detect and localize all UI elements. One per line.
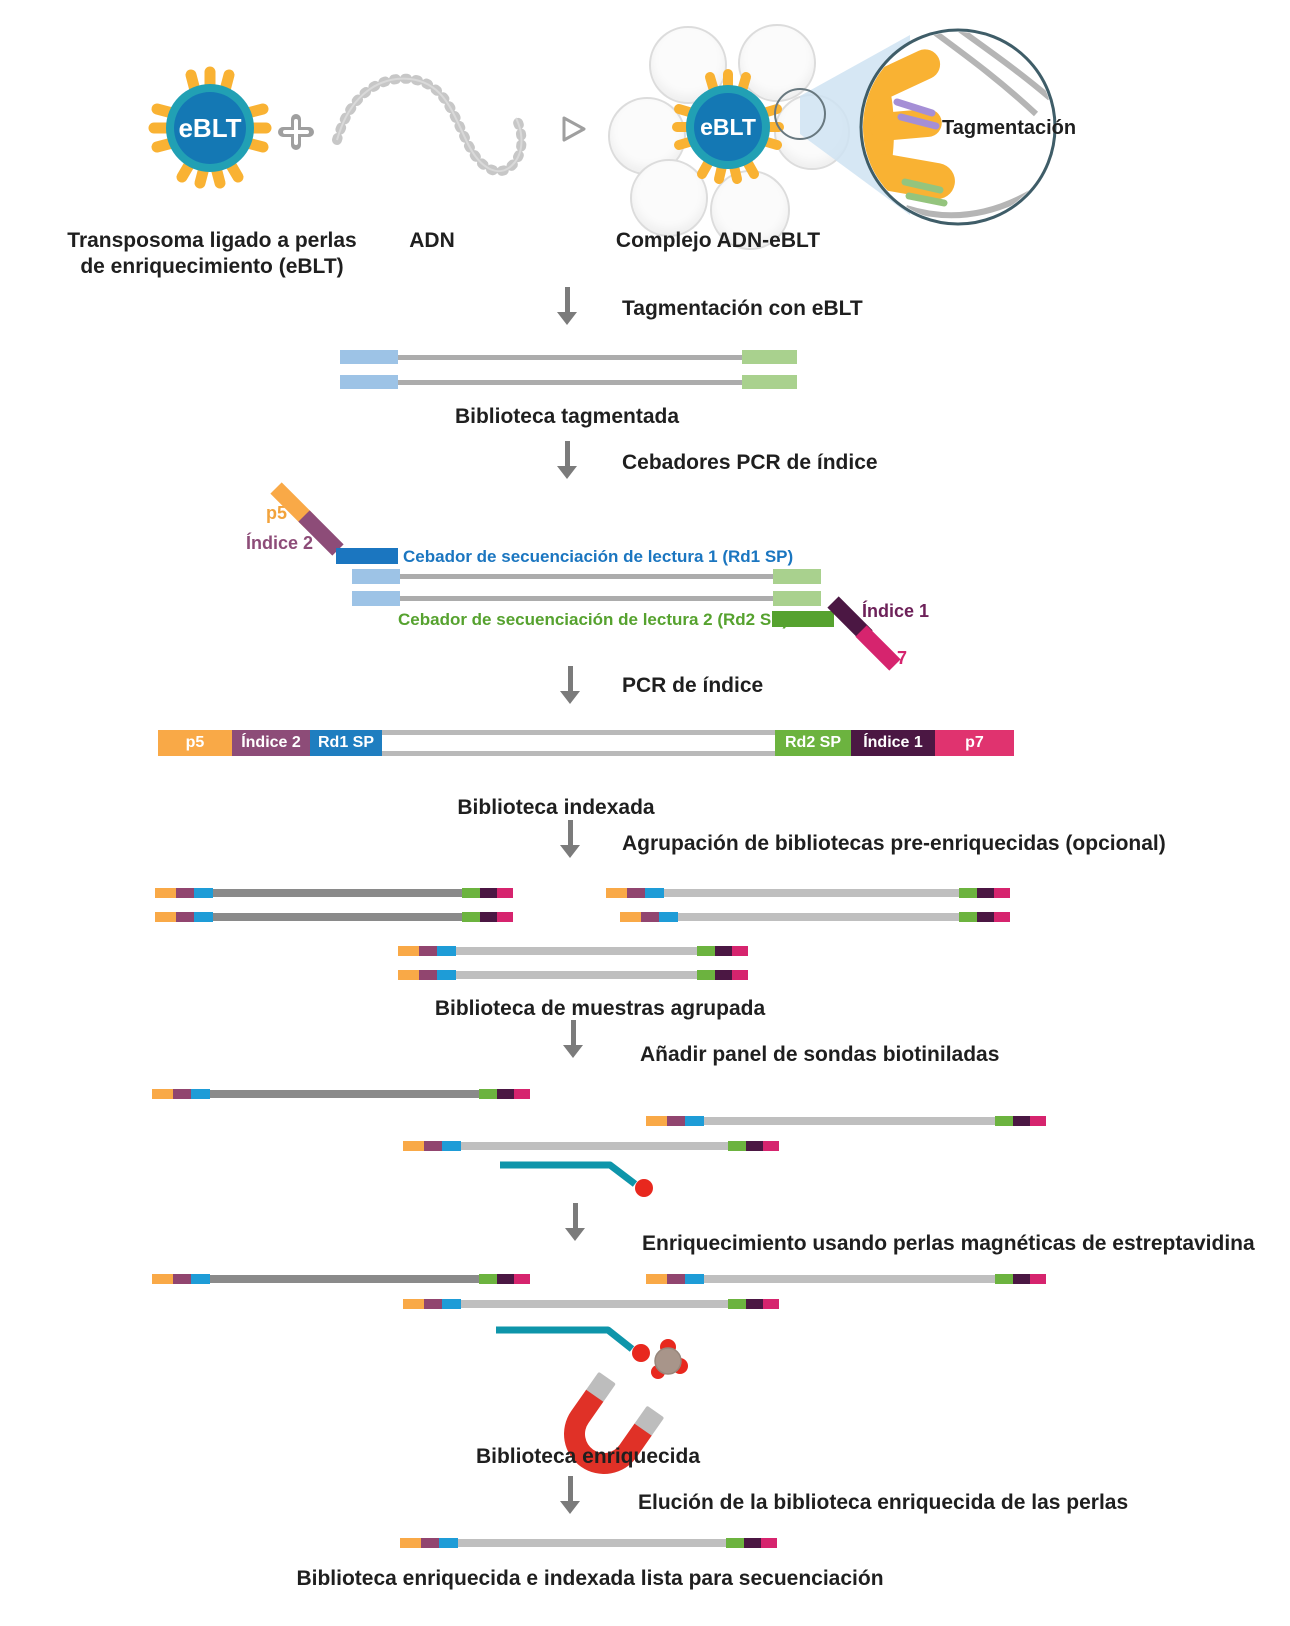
library-fragment [155,888,513,898]
eblt-bead-label: eBLT [178,113,241,143]
adapter-mark-purple [893,98,940,130]
library-fragment [646,1116,1046,1126]
rd2-adapter-block [772,611,834,627]
down-arrow-icon [560,820,580,858]
dna-bubble [630,159,708,237]
magnet-icon [564,1372,664,1474]
tagmentation-detail-circle [859,28,1057,226]
dna-caption: ADN [409,229,455,252]
library-strand-row [352,591,821,606]
caption-final-library: Biblioteca enriquecida e indexada lista … [296,1567,884,1590]
biotin-dot [635,1179,653,1197]
segment-insert [382,730,775,756]
adapter-mark-green [901,178,948,207]
library-fragment [152,1089,530,1099]
rd1-adapter-block [336,548,398,564]
transposome-caption: Transposoma ligado a perlas de enriqueci… [67,228,356,279]
step-label-pcr: PCR de índice [622,674,764,697]
step-label-elution: Elución de la biblioteca enriquecida de … [638,1491,1129,1514]
segment-rd2: Rd2 SP [775,730,851,756]
complex-caption: Complejo ADN-eBLT [615,229,821,252]
eblt-bead-icon: eBLT [148,66,272,189]
step-label-primers: Cebadores PCR de índice [622,451,878,474]
down-arrow-icon [565,1203,585,1241]
adapter-green [742,350,797,364]
down-arrow-icon [563,1020,583,1058]
read2-primer-label: Cebador de secuenciación de lectura 2 (R… [398,610,789,629]
streptavidin-bead-icon [654,1347,682,1375]
step-label-probes: Añadir panel de sondas biotiniladas [640,1043,1000,1066]
index1-label: Índice 1 [862,601,930,621]
library-fragment-final [400,1538,777,1548]
library-fragment [646,1274,1046,1284]
adapter-blue [340,350,398,364]
complex-eblt-bead-icon: eBLT [672,69,784,184]
caption-pooled-library: Biblioteca de muestras agrupada [434,997,766,1020]
segment-p5: p5 [158,730,232,756]
down-arrow-icon [560,1476,580,1514]
library-fragment [403,1141,779,1151]
segment-index2: Índice 2 [232,730,310,756]
p7-label: p7 [886,648,908,668]
library-fragment [152,1274,530,1284]
library-fragment [620,912,1010,922]
dna-strand [916,32,1039,117]
tagmented-library-row [340,350,797,364]
biotinylated-probe-icon [500,1161,653,1197]
triangle-arrow-icon [562,116,586,142]
tagmented-library-row [340,375,797,389]
p5-label: p5 [266,503,288,523]
caption-tagmented-library: Biblioteca tagmentada [454,405,680,428]
dna-line [398,354,742,360]
read1-primer-label: Cebador de secuenciación de lectura 1 (R… [403,547,794,566]
segment-rd1: Rd1 SP [310,730,382,756]
index2-label: Índice 2 [246,533,314,553]
step-label-tagmentation: Tagmentación con eBLT [622,297,863,320]
library-strand-row [352,569,821,584]
probe-with-bead-icon [496,1326,688,1379]
caption-indexed-library: Biblioteca indexada [457,796,655,819]
library-fragment [155,912,513,922]
complex-eblt-bead-label: eBLT [700,114,756,140]
transposome-caption-line1: Transposoma ligado a perlas [67,229,357,252]
biotin-dot [632,1344,650,1362]
step-label-pooling: Agrupación de bibliotecas pre-enriquecid… [622,832,1166,855]
caption-enriched-library: Biblioteca enriquecida [475,1445,701,1468]
library-fragment [403,1299,779,1309]
magnifier-circle [774,88,826,140]
library-fragment [398,970,748,980]
segment-index1: Índice 1 [851,730,935,756]
dna-strand-icon [332,73,527,177]
segment-p7: p7 [935,730,1014,756]
indexed-library-bar: p5 Índice 2 Rd1 SP Rd2 SP Índice 1 p7 [158,730,1014,756]
down-arrow-icon [557,441,577,479]
transposome-caption-line2: de enriquecimiento (eBLT) [80,254,344,278]
plus-icon [278,114,314,150]
library-fragment [606,888,1010,898]
down-arrow-icon [560,666,580,704]
down-arrow-icon [557,287,577,325]
step-label-enrichment: Enriquecimiento usando perlas magnéticas… [642,1232,1255,1255]
tagmentation-label: Tagmentación [942,117,1077,139]
library-fragment [398,946,748,956]
